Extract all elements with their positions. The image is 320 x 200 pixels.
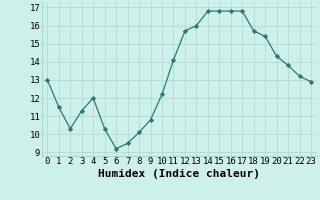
X-axis label: Humidex (Indice chaleur): Humidex (Indice chaleur) [98, 169, 260, 179]
